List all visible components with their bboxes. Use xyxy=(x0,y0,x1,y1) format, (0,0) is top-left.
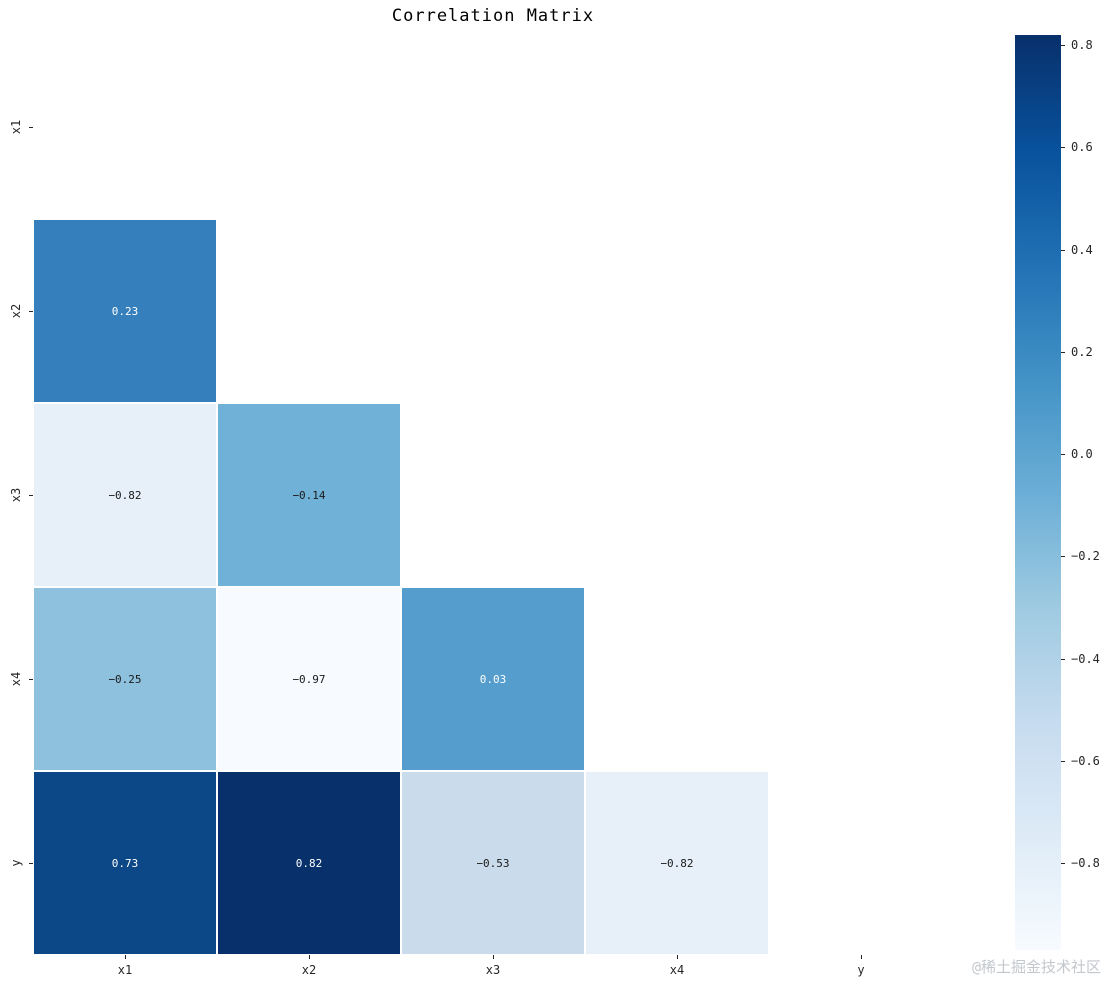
chart-title: Correlation Matrix xyxy=(391,6,595,26)
x-axis-tick-label: x4 xyxy=(669,963,685,977)
x-axis-tick-label: x1 xyxy=(117,963,133,977)
y-axis-tick-label: x2 xyxy=(9,303,23,319)
colorbar-tick xyxy=(1061,760,1065,762)
colorbar-tick xyxy=(1061,249,1065,251)
cell-value-label: −0.82 xyxy=(108,488,142,502)
x-axis-tick-label: y xyxy=(857,963,865,977)
x-axis-tick-label: x3 xyxy=(485,963,501,977)
x-axis-tick xyxy=(493,955,494,959)
y-axis-tick-label: x4 xyxy=(9,671,23,687)
colorbar-tick xyxy=(1061,45,1065,47)
heatmap-cell: −0.82 xyxy=(585,771,769,955)
y-axis-tick-label: x3 xyxy=(9,487,23,503)
heatmap-cell: 0.03 xyxy=(401,587,585,771)
x-axis-tick-label: x2 xyxy=(301,963,317,977)
heatmap-cell: −0.97 xyxy=(217,587,401,771)
colorbar-tick xyxy=(1061,863,1065,865)
cell-value-label: −0.97 xyxy=(292,672,326,686)
y-axis-tick xyxy=(29,127,33,128)
cell-value-label: 0.82 xyxy=(295,856,323,870)
colorbar-tick-label: −0.6 xyxy=(1071,753,1100,768)
x-axis-tick xyxy=(861,955,862,959)
colorbar-tick-label: 0.6 xyxy=(1071,140,1093,155)
watermark: @稀土掘金技术社区 xyxy=(971,958,1101,976)
colorbar-tick-label: 0.0 xyxy=(1071,447,1093,462)
heatmap-cell: 0.82 xyxy=(217,771,401,955)
colorbar-tick-label: 0.8 xyxy=(1071,38,1093,53)
heatmap-cell: −0.25 xyxy=(33,587,217,771)
x-axis-tick xyxy=(309,955,310,959)
colorbar xyxy=(1015,35,1061,950)
colorbar-tick xyxy=(1061,556,1065,558)
cell-value-label: 0.03 xyxy=(479,672,507,686)
y-axis-tick xyxy=(29,679,33,680)
colorbar-tick-label: 0.4 xyxy=(1071,242,1093,257)
cell-value-label: 0.23 xyxy=(111,304,139,318)
cell-value-label: −0.53 xyxy=(476,856,510,870)
y-axis-tick-label: y xyxy=(9,859,23,867)
y-axis-tick xyxy=(29,495,33,496)
colorbar-tick-label: −0.8 xyxy=(1071,856,1100,871)
colorbar-tick-label: 0.2 xyxy=(1071,344,1093,359)
colorbar-tick xyxy=(1061,147,1065,149)
y-axis-tick xyxy=(29,311,33,312)
x-axis-tick xyxy=(125,955,126,959)
x-axis-tick xyxy=(677,955,678,959)
heatmap-cell: 0.73 xyxy=(33,771,217,955)
colorbar-tick xyxy=(1061,454,1065,456)
cell-value-label: −0.25 xyxy=(108,672,142,686)
colorbar-tick-label: −0.4 xyxy=(1071,651,1100,666)
heatmap-cell: 0.23 xyxy=(33,219,217,403)
cell-value-label: −0.82 xyxy=(660,856,694,870)
cell-value-label: −0.14 xyxy=(292,488,326,502)
colorbar-tick xyxy=(1061,351,1065,353)
colorbar-tick-label: −0.2 xyxy=(1071,549,1100,564)
heatmap-cell: −0.82 xyxy=(33,403,217,587)
heatmap-cell: −0.14 xyxy=(217,403,401,587)
y-axis-tick xyxy=(29,863,33,864)
y-axis-tick-label: x1 xyxy=(9,119,23,135)
cell-value-label: 0.73 xyxy=(111,856,139,870)
colorbar-tick xyxy=(1061,658,1065,660)
heatmap-cell: −0.53 xyxy=(401,771,585,955)
